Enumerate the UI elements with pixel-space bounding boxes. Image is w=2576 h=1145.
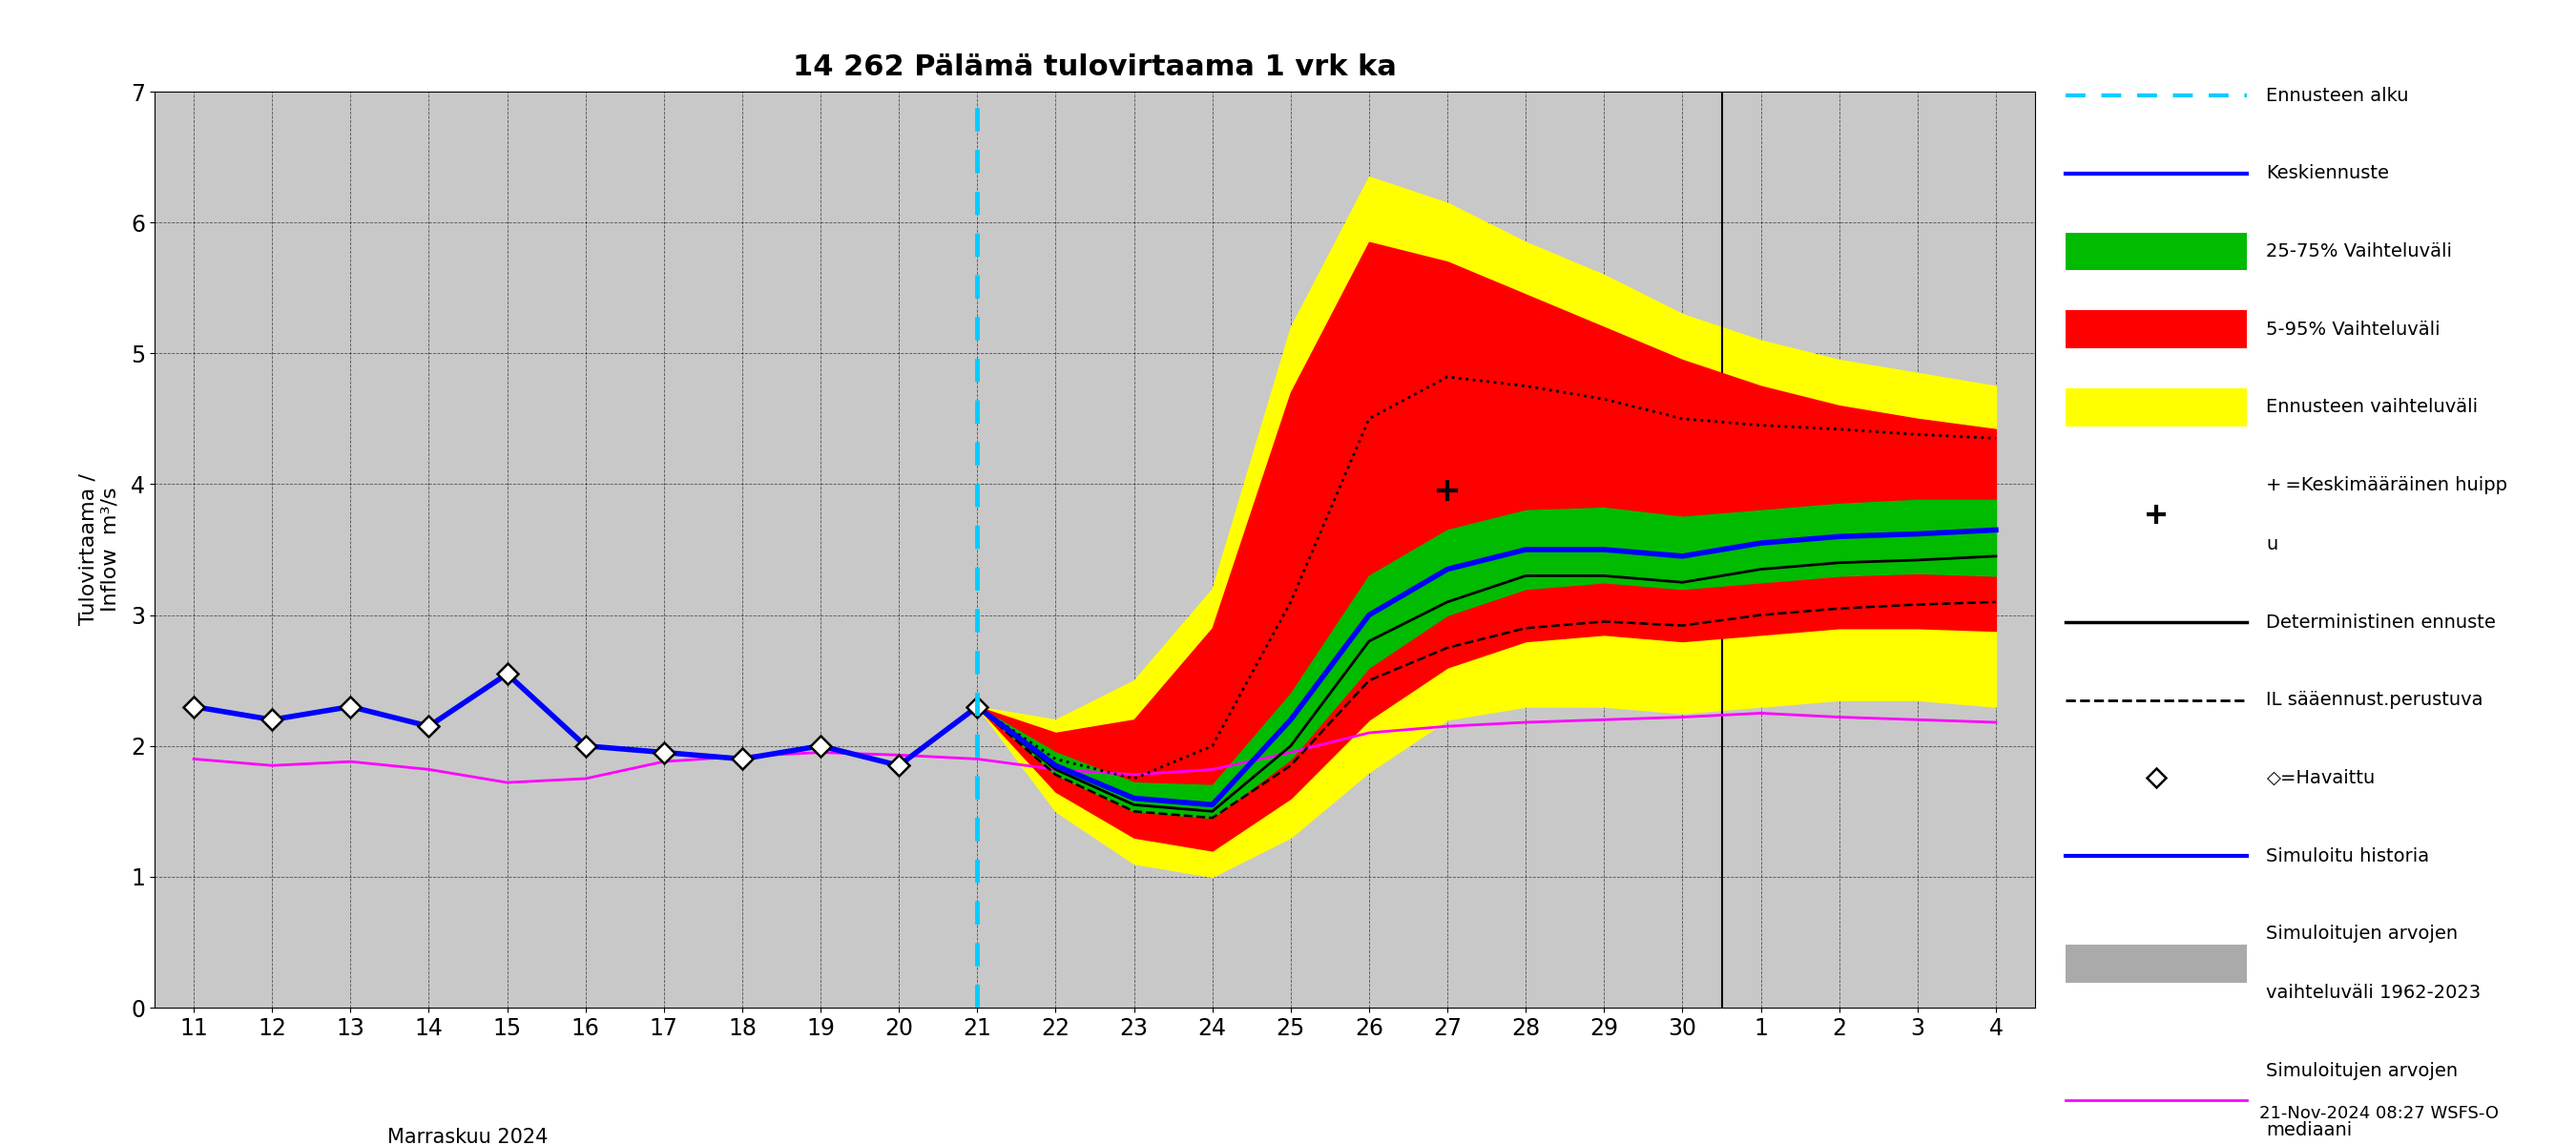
Bar: [2066, 310, 2246, 348]
Y-axis label: Tulovirtaama /
Inflow  m³/s: Tulovirtaama / Inflow m³/s: [80, 474, 121, 625]
Text: 21-Nov-2024 08:27 WSFS-O: 21-Nov-2024 08:27 WSFS-O: [2259, 1105, 2499, 1122]
Bar: [2066, 388, 2246, 426]
Text: Keskiennuste: Keskiennuste: [2267, 165, 2391, 182]
Text: vaihteluväli 1962-2023: vaihteluväli 1962-2023: [2267, 984, 2481, 1002]
Text: Ennusteen vaihteluväli: Ennusteen vaihteluväli: [2267, 398, 2478, 417]
Text: 25-75% Vaihteluväli: 25-75% Vaihteluväli: [2267, 243, 2452, 260]
Bar: [2066, 232, 2246, 270]
Text: mediaani: mediaani: [2267, 1121, 2352, 1139]
Title: 14 262 Pälämä tulovirtaama 1 vrk ka: 14 262 Pälämä tulovirtaama 1 vrk ka: [793, 54, 1396, 81]
Text: IL sääennust.perustuva: IL sääennust.perustuva: [2267, 692, 2483, 709]
Text: 5-95% Vaihteluväli: 5-95% Vaihteluväli: [2267, 321, 2439, 339]
Text: + =Keskimääräinen huipp: + =Keskimääräinen huipp: [2267, 476, 2509, 495]
Text: ◇=Havaittu: ◇=Havaittu: [2267, 769, 2375, 787]
Bar: [2066, 945, 2246, 982]
Text: Simuloitujen arvojen: Simuloitujen arvojen: [2267, 1061, 2458, 1080]
Text: Deterministinen ennuste: Deterministinen ennuste: [2267, 613, 2496, 631]
Text: Simuloitujen arvojen: Simuloitujen arvojen: [2267, 925, 2458, 943]
Text: Simuloitu historia: Simuloitu historia: [2267, 847, 2429, 866]
Text: Ennusteen alku: Ennusteen alku: [2267, 86, 2409, 104]
Text: u: u: [2267, 535, 2277, 553]
Text: Marraskuu 2024
November: Marraskuu 2024 November: [386, 1128, 549, 1145]
